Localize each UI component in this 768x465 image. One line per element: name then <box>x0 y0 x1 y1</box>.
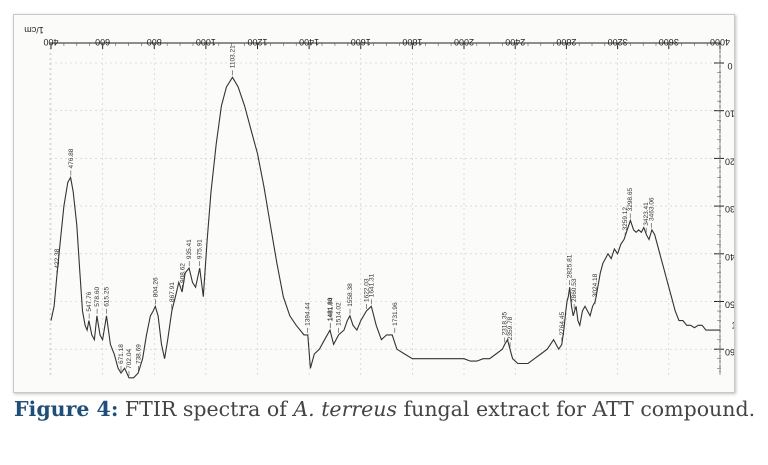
y-tick-label: 50 <box>725 300 734 310</box>
peak-label: 476.88 <box>68 148 75 168</box>
peak-label: 1731.96 <box>392 302 399 326</box>
figure-caption: Figure 4: FTIR spectra of A. terreus fun… <box>14 396 758 423</box>
peak-label: 615.25 <box>104 287 111 307</box>
x-tick-label: 3200 <box>608 37 628 47</box>
x-tick-label: 2800 <box>556 37 576 47</box>
peak-label: 935.41 <box>186 239 193 259</box>
peak-label: 1622.03 <box>363 278 370 302</box>
x-tick-label: 2000 <box>454 37 474 47</box>
x-tick-label: 3600 <box>659 37 679 47</box>
caption-species: A. terreus <box>293 397 398 421</box>
peak-label-layer: 422.38 476.88 547.76 578.60 615.25 671.18 702.… <box>54 45 655 376</box>
grid-layer <box>50 43 721 375</box>
chart-background <box>14 15 734 392</box>
peak-label: 3298.65 <box>627 188 634 212</box>
peak-label: 3024.18 <box>592 273 599 297</box>
peak-label: 422.38 <box>54 248 61 268</box>
caption-text-before: FTIR spectra of <box>118 397 294 421</box>
x-unit-label: 1/cm <box>24 25 44 35</box>
x-tick-label: 1200 <box>247 37 267 47</box>
y-percent-label: 1% <box>731 320 734 330</box>
ftir-figure: 400 600 800 1000 1200 1400 1600 1800 2000 2400 280… <box>13 14 735 393</box>
peak-label: 671.18 <box>118 344 125 364</box>
peak-label: 702.04 <box>126 349 133 369</box>
figure-label: Figure 4: <box>14 397 119 421</box>
peak-label: 3463.06 <box>648 197 655 221</box>
peak-label: 2860.53 <box>571 278 578 302</box>
caption-text-after: fungal extract for ATT compound. <box>397 397 756 421</box>
peak-label: 2359.78 <box>507 316 514 340</box>
x-tick-label: 1800 <box>402 37 422 47</box>
spectrum-line <box>50 76 720 379</box>
y-tick-label: 30 <box>725 204 734 214</box>
y-tick-label: 0 <box>727 61 732 71</box>
x-tick-label: 600 <box>95 37 110 47</box>
y-tick-layer: 0 10 20 30 40 50 60 1% <box>714 61 734 369</box>
x-tick-label: 800 <box>147 37 162 47</box>
peak-label: 1558.38 <box>347 283 354 307</box>
peak-label: 2318.35 <box>502 312 509 336</box>
x-tick-label: 1400 <box>299 37 319 47</box>
peak-label: 867.91 <box>169 282 176 302</box>
x-tick-layer: 400 600 800 1000 1200 1400 1600 1800 2000 2400 280… <box>43 37 730 49</box>
peak-label: 3423.41 <box>643 202 650 226</box>
peak-label: 2825.81 <box>567 254 574 278</box>
peak-label: 1394.44 <box>305 302 312 326</box>
peak-label: 804.26 <box>152 277 159 297</box>
y-tick-label: 60 <box>725 347 734 357</box>
x-tick-label: 4000 <box>710 37 730 47</box>
y-tick-label: 20 <box>725 156 734 166</box>
peak-label: 2764.45 <box>559 312 566 336</box>
peak-label: 578.60 <box>94 287 101 307</box>
ftir-chart: 400 600 800 1000 1200 1400 1600 1800 2000 2400 280… <box>14 15 734 392</box>
peak-label: 547.76 <box>86 291 93 311</box>
peak-label: 1481.80 <box>327 297 334 321</box>
peak-label: 1103.21 <box>230 45 237 68</box>
x-tick-label: 2400 <box>505 37 525 47</box>
y-tick-label: 10 <box>725 109 734 119</box>
peak-label: 975.91 <box>197 239 204 259</box>
x-tick-label: 1000 <box>196 37 216 47</box>
peak-label: 908.62 <box>179 263 186 283</box>
x-tick-label: 1600 <box>351 37 371 47</box>
x-tick-label: 400 <box>43 37 58 47</box>
peak-label: 3259.12 <box>622 207 629 231</box>
peak-label: 738.69 <box>135 344 142 364</box>
peak-label: 1514.02 <box>336 302 343 326</box>
peak-label: 1481.94 <box>327 297 334 321</box>
peak-label: 1641.31 <box>368 273 375 297</box>
y-tick-label: 40 <box>725 252 734 262</box>
